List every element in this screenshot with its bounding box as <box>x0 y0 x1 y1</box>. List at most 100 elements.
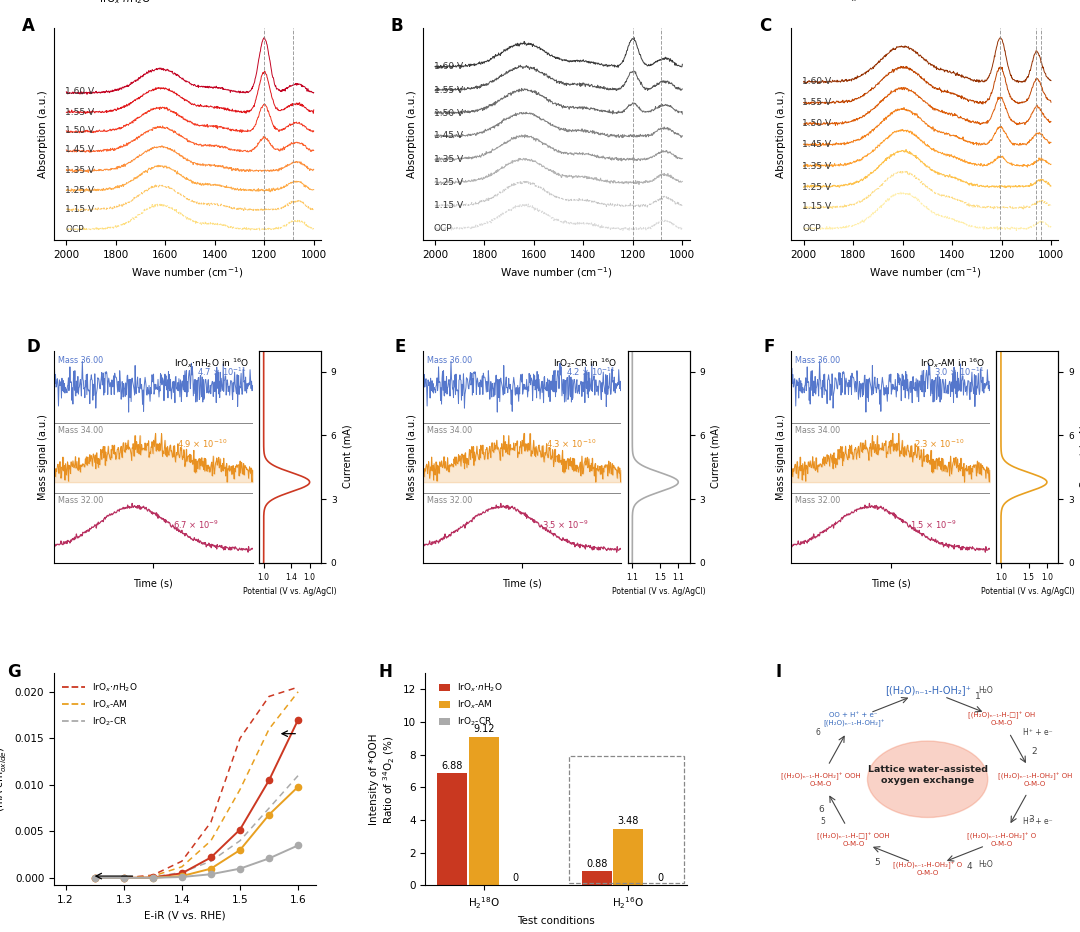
Text: H: H <box>378 663 392 680</box>
IrO$_x$-AM <box>292 781 305 792</box>
Bar <box>581 871 611 885</box>
X-axis label: Time (s): Time (s) <box>502 578 542 588</box>
Text: 1.35 V: 1.35 V <box>434 155 463 164</box>
Text: 4.3 × 10$^{-10}$: 4.3 × 10$^{-10}$ <box>545 438 596 450</box>
Text: IrO$_x$$\cdot$nH$_2$O in $^{16}$O: IrO$_x$$\cdot$nH$_2$O in $^{16}$O <box>174 356 248 370</box>
Text: 1.5 × 10$^{-9}$: 1.5 × 10$^{-9}$ <box>910 518 957 531</box>
Text: [(H₂O)ₙ₋₁-H-OH₂]⁺ OOH
O-M-O: [(H₂O)ₙ₋₁-H-OH₂]⁺ OOH O-M-O <box>781 772 861 787</box>
Text: 3.0 × 10$^{-11}$: 3.0 × 10$^{-11}$ <box>934 365 984 378</box>
Text: [(H₂O)ₙ₋₁-H-OH₂]⁺ O
O-M-O: [(H₂O)ₙ₋₁-H-OH₂]⁺ O O-M-O <box>967 832 1036 846</box>
Text: 1.25 V: 1.25 V <box>65 186 94 195</box>
IrO$_x$$\cdot$$n$H$_2$O <box>204 852 217 863</box>
Text: 1.50 V: 1.50 V <box>434 109 463 117</box>
Bar <box>437 773 468 885</box>
Text: B: B <box>391 18 403 35</box>
X-axis label: Wave number (cm$^{-1}$): Wave number (cm$^{-1}$) <box>500 266 612 281</box>
Text: Mass 32.00: Mass 32.00 <box>427 496 472 505</box>
IrO$_2$-CR <box>118 872 131 884</box>
Text: 1.45 V: 1.45 V <box>802 140 832 149</box>
X-axis label: Time (s): Time (s) <box>870 578 910 588</box>
IrO$_x$$\cdot$$n$H$_2$O <box>262 774 275 786</box>
IrO$_x$-AM <box>204 863 217 874</box>
Text: 4.9 × 10$^{-10}$: 4.9 × 10$^{-10}$ <box>177 438 228 450</box>
Text: 1.15 V: 1.15 V <box>434 201 463 210</box>
IrO$_x$$\cdot$$n$H$_2$O <box>118 872 131 884</box>
Text: 1.25 V: 1.25 V <box>434 178 462 186</box>
IrO$_x$$\cdot$$n$H$_2$O <box>175 868 188 879</box>
X-axis label: Test conditions: Test conditions <box>517 916 595 926</box>
Text: [(H₂O)ₙ₋₁-H-OH₂]⁺ OH
O-M-O: [(H₂O)ₙ₋₁-H-OH₂]⁺ OH O-M-O <box>998 772 1072 787</box>
Text: IrO$_x$-AM in $^{16}$O: IrO$_x$-AM in $^{16}$O <box>920 356 986 370</box>
Text: 4: 4 <box>967 862 973 871</box>
Y-axis label: Current (mA): Current (mA) <box>711 425 720 488</box>
Y-axis label: Mass signal (a.u.): Mass signal (a.u.) <box>407 414 417 500</box>
Text: 1.50 V: 1.50 V <box>802 119 832 129</box>
Text: 3.5 × 10$^{-9}$: 3.5 × 10$^{-9}$ <box>542 518 589 531</box>
Text: [(H₂O)ₙ₋₁-H-□]⁺ OH
O-M-O: [(H₂O)ₙ₋₁-H-□]⁺ OH O-M-O <box>968 712 1036 726</box>
IrO$_2$-CR <box>175 871 188 883</box>
Ellipse shape <box>867 741 988 817</box>
Text: OCP: OCP <box>434 224 453 233</box>
Text: IrO$_x$-AM: IrO$_x$-AM <box>836 0 877 4</box>
Text: 1: 1 <box>975 692 981 701</box>
Text: 1.15 V: 1.15 V <box>65 205 94 214</box>
X-axis label: E-iR (V vs. RHE): E-iR (V vs. RHE) <box>144 911 226 921</box>
Text: 6: 6 <box>819 805 824 814</box>
Text: 1.55 V: 1.55 V <box>434 86 463 95</box>
Line: IrO$_x$$\cdot$$n$H$_2$O: IrO$_x$$\cdot$$n$H$_2$O <box>92 717 301 881</box>
Y-axis label: Absorption (a.u.): Absorption (a.u.) <box>39 90 49 178</box>
Y-axis label: Current density
(mA cm$^{-2}_{oxide}$): Current density (mA cm$^{-2}_{oxide}$) <box>0 739 9 820</box>
IrO$_2$-CR <box>292 840 305 851</box>
Text: Mass 34.00: Mass 34.00 <box>795 426 840 435</box>
Text: 1.45 V: 1.45 V <box>434 130 462 140</box>
Text: 4.7 × 10$^{-11}$: 4.7 × 10$^{-11}$ <box>197 365 246 378</box>
Text: E: E <box>395 337 406 356</box>
Text: Lattice water–assisted
oxygen exchange: Lattice water–assisted oxygen exchange <box>867 765 987 785</box>
IrO$_x$-AM <box>89 872 102 884</box>
Text: F: F <box>764 337 774 356</box>
Y-axis label: Absorption (a.u.): Absorption (a.u.) <box>407 90 417 178</box>
Text: 5: 5 <box>875 857 880 867</box>
Line: IrO$_x$-AM: IrO$_x$-AM <box>92 784 301 881</box>
Text: Mass 36.00: Mass 36.00 <box>795 356 840 364</box>
Text: 0: 0 <box>513 873 518 883</box>
Text: 1.60 V: 1.60 V <box>65 88 94 96</box>
Text: I: I <box>775 663 782 680</box>
Text: H⁺ + e⁻: H⁺ + e⁻ <box>1023 817 1052 827</box>
Bar <box>469 736 499 885</box>
Legend: IrO$_x$$\cdot$$n$H$_2$O, IrO$_x$-AM, IrO$_2$-CR: IrO$_x$$\cdot$$n$H$_2$O, IrO$_x$-AM, IrO… <box>58 678 141 732</box>
Text: 1.60 V: 1.60 V <box>802 77 832 87</box>
Y-axis label: Mass signal (a.u.): Mass signal (a.u.) <box>775 414 786 500</box>
Text: Mass 36.00: Mass 36.00 <box>58 356 103 364</box>
Text: Mass 34.00: Mass 34.00 <box>58 426 103 435</box>
Text: Mass 32.00: Mass 32.00 <box>58 496 104 505</box>
IrO$_x$$\cdot$$n$H$_2$O <box>292 714 305 725</box>
X-axis label: Time (s): Time (s) <box>134 578 173 588</box>
Text: 2: 2 <box>1031 747 1037 756</box>
Text: [(H₂O)ₙ₋₁-H-OH₂]⁺: [(H₂O)ₙ₋₁-H-OH₂]⁺ <box>885 685 971 695</box>
IrO$_x$-AM <box>175 870 188 882</box>
Text: 1.15 V: 1.15 V <box>802 202 832 212</box>
Text: 0: 0 <box>657 873 663 883</box>
Text: G: G <box>6 663 21 680</box>
Legend: IrO$_x$$\cdot$$n$H$_2$O, IrO$_x$-AM, IrO$_2$-CR: IrO$_x$$\cdot$$n$H$_2$O, IrO$_x$-AM, IrO… <box>435 678 507 732</box>
Text: Mass 32.00: Mass 32.00 <box>795 496 840 505</box>
IrO$_x$$\cdot$$n$H$_2$O <box>89 872 102 884</box>
IrO$_x$$\cdot$$n$H$_2$O <box>233 824 246 835</box>
IrO$_2$-CR <box>262 853 275 864</box>
Y-axis label: Intensity of *OOH
Ratio of $^{34}$O$_2$ (%): Intensity of *OOH Ratio of $^{34}$O$_2$ … <box>369 733 396 825</box>
Text: 1.50 V: 1.50 V <box>65 127 94 135</box>
Text: 0.88: 0.88 <box>585 858 607 869</box>
Text: A: A <box>22 18 35 35</box>
Text: 2.3 × 10$^{-10}$: 2.3 × 10$^{-10}$ <box>915 438 964 450</box>
Text: 1.25 V: 1.25 V <box>802 183 832 192</box>
Text: Mass 36.00: Mass 36.00 <box>427 356 472 364</box>
Text: 5: 5 <box>821 817 825 827</box>
Text: [(H₂O)ₙ₋₁-H-OH₂]⁺ O
O-M-O: [(H₂O)ₙ₋₁-H-OH₂]⁺ O O-M-O <box>893 861 962 876</box>
Text: H₂O: H₂O <box>977 686 993 694</box>
Text: IrO$_x$$\cdot$$n$H$_2$O: IrO$_x$$\cdot$$n$H$_2$O <box>98 0 151 7</box>
Bar <box>613 829 644 885</box>
Y-axis label: Mass signal (a.u.): Mass signal (a.u.) <box>39 414 49 500</box>
X-axis label: Potential (V vs. Ag/AgCl): Potential (V vs. Ag/AgCl) <box>243 587 337 596</box>
Line: IrO$_2$-CR: IrO$_2$-CR <box>92 843 301 881</box>
